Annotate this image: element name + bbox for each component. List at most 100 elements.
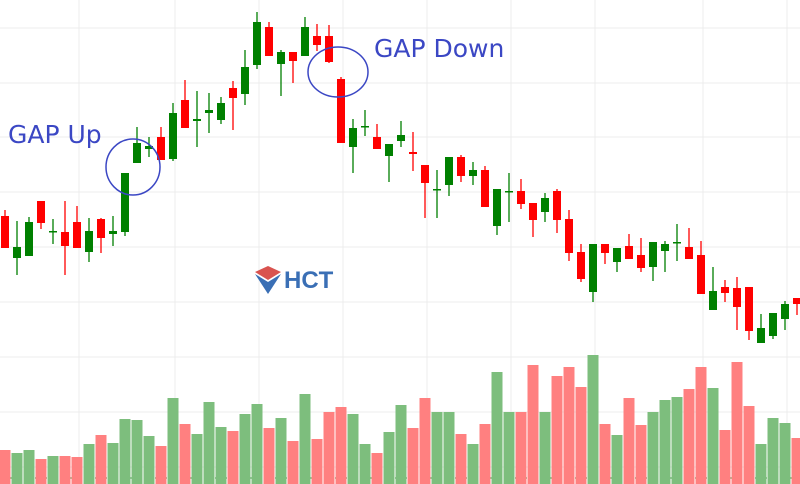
volume-bar bbox=[119, 419, 131, 484]
candle bbox=[589, 244, 597, 302]
candle bbox=[409, 132, 417, 171]
candle-body bbox=[13, 247, 21, 258]
candle bbox=[49, 219, 57, 244]
candle bbox=[253, 12, 261, 69]
candle-body bbox=[529, 203, 537, 220]
candle bbox=[37, 201, 45, 229]
candle bbox=[697, 241, 705, 294]
volume-bar bbox=[107, 443, 119, 484]
candle-body bbox=[733, 288, 741, 307]
candle-body bbox=[49, 231, 57, 233]
candle-body bbox=[505, 191, 513, 193]
candle-body bbox=[613, 248, 621, 262]
candle-body bbox=[493, 189, 501, 226]
candle bbox=[97, 218, 105, 253]
candle bbox=[601, 244, 609, 264]
candle bbox=[769, 313, 777, 339]
volume-bar bbox=[167, 398, 179, 484]
candle-body bbox=[625, 246, 633, 259]
candle bbox=[733, 277, 741, 330]
volume-bar bbox=[383, 432, 395, 484]
candle bbox=[289, 52, 297, 83]
candle-body bbox=[397, 135, 405, 141]
volume-bar bbox=[551, 376, 563, 484]
candle bbox=[301, 17, 309, 56]
candle bbox=[1, 210, 9, 248]
volume-bar bbox=[719, 430, 731, 484]
volume-bar bbox=[683, 389, 695, 484]
candle-body bbox=[301, 27, 309, 56]
candle bbox=[193, 91, 201, 147]
candle-body bbox=[373, 137, 381, 149]
candle bbox=[481, 166, 489, 207]
candle-body bbox=[781, 304, 789, 319]
candle-body bbox=[577, 252, 585, 279]
volume-bar bbox=[95, 435, 107, 484]
candle bbox=[61, 201, 69, 275]
candle bbox=[337, 77, 345, 143]
gap-up-label: GAP Up bbox=[8, 120, 102, 149]
candle bbox=[649, 242, 657, 281]
candle-body bbox=[265, 27, 273, 56]
candle bbox=[421, 165, 429, 218]
volume-bar bbox=[419, 398, 431, 484]
candle-body bbox=[649, 242, 657, 267]
volume-bar bbox=[131, 420, 143, 484]
candle-body bbox=[229, 88, 237, 98]
candle-body bbox=[277, 52, 285, 64]
volume-bar bbox=[443, 412, 455, 484]
volume-bar bbox=[647, 412, 659, 484]
volume-bar bbox=[491, 372, 503, 484]
volume-bar bbox=[155, 446, 167, 484]
volume-bar bbox=[527, 365, 539, 484]
candle bbox=[493, 189, 501, 235]
candle-body bbox=[349, 128, 357, 147]
candle bbox=[169, 103, 177, 161]
candle bbox=[205, 93, 213, 133]
volume-bar bbox=[179, 424, 191, 484]
candle-body bbox=[97, 219, 105, 238]
candle bbox=[709, 267, 717, 310]
candle-body bbox=[517, 191, 525, 204]
candle-body bbox=[121, 173, 129, 232]
volume-bar bbox=[143, 436, 155, 484]
volume-bar bbox=[83, 444, 95, 484]
volume-bar bbox=[311, 439, 323, 484]
candle bbox=[313, 24, 321, 51]
candle-body bbox=[289, 52, 297, 61]
candle bbox=[673, 224, 681, 261]
candle bbox=[721, 280, 729, 302]
candle bbox=[565, 210, 573, 261]
volume-bar bbox=[59, 456, 71, 484]
candle bbox=[229, 81, 237, 130]
candle bbox=[661, 241, 669, 272]
candle bbox=[157, 127, 165, 160]
volume-bar bbox=[263, 428, 275, 484]
volume-bar bbox=[623, 398, 635, 484]
volume-bar bbox=[479, 424, 491, 484]
candles bbox=[1, 12, 800, 343]
candle-body bbox=[661, 244, 669, 251]
volume-bar bbox=[47, 456, 59, 484]
volume-bar bbox=[635, 425, 647, 484]
candle-body bbox=[337, 79, 345, 143]
volume-bar bbox=[611, 435, 623, 484]
candle-body bbox=[109, 231, 117, 234]
gap-down-label: GAP Down bbox=[374, 34, 504, 63]
candle-body bbox=[157, 137, 165, 160]
candle-body bbox=[181, 100, 189, 128]
candle bbox=[121, 173, 129, 236]
volume-bar bbox=[695, 367, 707, 484]
candle-body bbox=[205, 110, 213, 113]
candle bbox=[445, 157, 453, 196]
volume-bar bbox=[323, 412, 335, 484]
volume-bar bbox=[575, 387, 587, 484]
candle bbox=[577, 244, 585, 282]
candle-body bbox=[565, 219, 573, 253]
hct-logo: HCT bbox=[255, 266, 334, 294]
candle-body bbox=[721, 287, 729, 293]
volume-bar bbox=[23, 450, 35, 484]
candle bbox=[613, 248, 621, 272]
volume-bar bbox=[395, 405, 407, 484]
